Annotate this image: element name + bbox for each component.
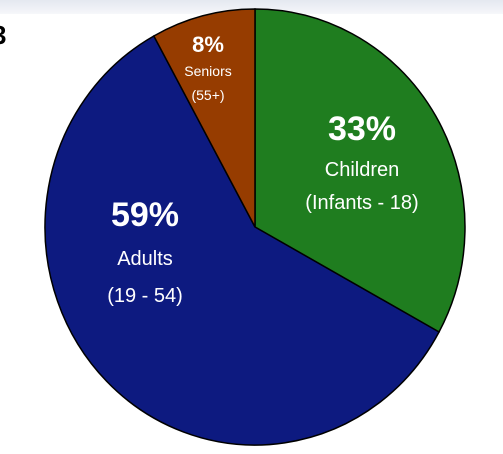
slice-label-adults-name: Adults — [117, 248, 173, 270]
pie-slice-seniors — [152, 8, 256, 228]
slice-label-adults-percent: 59% — [111, 196, 179, 234]
slice-label-seniors-percent: 8% — [192, 32, 224, 57]
slice-label-children-sub: (Infants - 18) — [305, 192, 418, 214]
slice-label-children-name: Children — [325, 159, 399, 181]
pie-slices — [44, 8, 466, 446]
slice-label-seniors-sub: (55+) — [191, 87, 224, 103]
pie-slice-adults — [44, 34, 441, 446]
pie-slice-children — [254, 8, 466, 334]
slice-label-children-percent: 33% — [328, 110, 396, 148]
slice-label-adults-sub: (19 - 54) — [107, 285, 183, 307]
slice-label-seniors-name: Seniors — [184, 63, 231, 79]
corner-fragment-text: 3 — [0, 20, 6, 51]
top-band — [0, 0, 503, 14]
